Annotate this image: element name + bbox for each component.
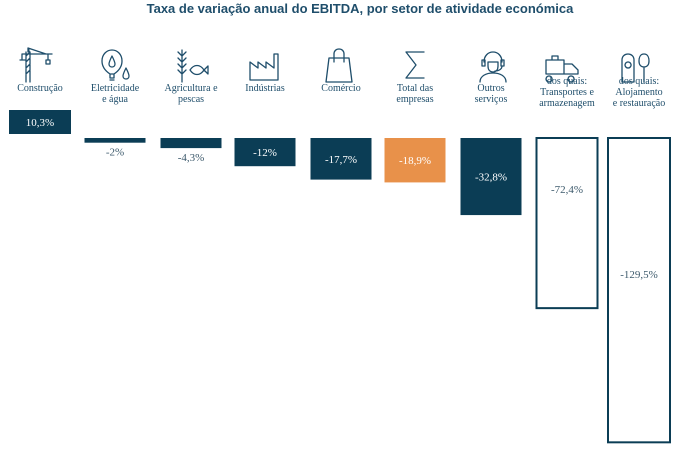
value-label: -129,5% <box>620 269 658 281</box>
shopping-bag-icon <box>325 48 353 83</box>
category-label: serviços <box>475 94 508 105</box>
value-label: -32,8% <box>475 172 507 184</box>
bar <box>160 138 222 149</box>
category-label: dos quais: <box>547 76 587 87</box>
delivery-truck-icon <box>545 55 579 83</box>
category-label: Comércio <box>321 83 360 94</box>
value-label: -17,7% <box>325 154 357 166</box>
bar <box>460 138 522 216</box>
category-label: Construção <box>17 83 63 94</box>
category-label: e restauração <box>613 98 665 109</box>
bar <box>607 137 671 444</box>
category-label: pescas <box>178 94 204 105</box>
value-label: -72,4% <box>551 184 583 196</box>
value-label: -18,9% <box>399 155 431 167</box>
factory-icon <box>249 53 279 81</box>
sigma-icon <box>405 51 425 79</box>
bar <box>535 137 599 310</box>
bar <box>234 138 296 167</box>
category-label: dos quais: <box>619 76 659 87</box>
category-label: Indústrias <box>245 83 285 94</box>
category-label: Agricultura e <box>164 83 218 94</box>
category-label: Alojamento <box>615 87 662 98</box>
chart-title: Taxa de variação anual do EBITDA, por se… <box>147 1 574 16</box>
bar <box>84 138 146 143</box>
crane-icon <box>19 47 53 83</box>
bar <box>384 138 446 183</box>
category-label: empresas <box>396 94 433 105</box>
bar <box>310 138 372 180</box>
headset-person-icon <box>479 51 507 83</box>
door-hanger-spoon-icon <box>621 53 650 83</box>
category-label: e água <box>102 94 128 105</box>
category-label: Eletricidade <box>91 83 140 94</box>
value-label: -2% <box>106 147 124 159</box>
bar <box>9 110 71 134</box>
value-label: -4,3% <box>178 152 205 164</box>
wheat-fish-icon <box>177 49 209 83</box>
category-label: Total das <box>397 83 433 94</box>
lightbulb-drop-icon <box>101 49 130 81</box>
category-label: Outros <box>477 83 504 94</box>
category-label: Transportes e <box>540 87 594 98</box>
value-label: 10,3% <box>26 117 54 129</box>
category-label: armazenagem <box>539 98 595 109</box>
value-label: -12% <box>253 147 277 159</box>
